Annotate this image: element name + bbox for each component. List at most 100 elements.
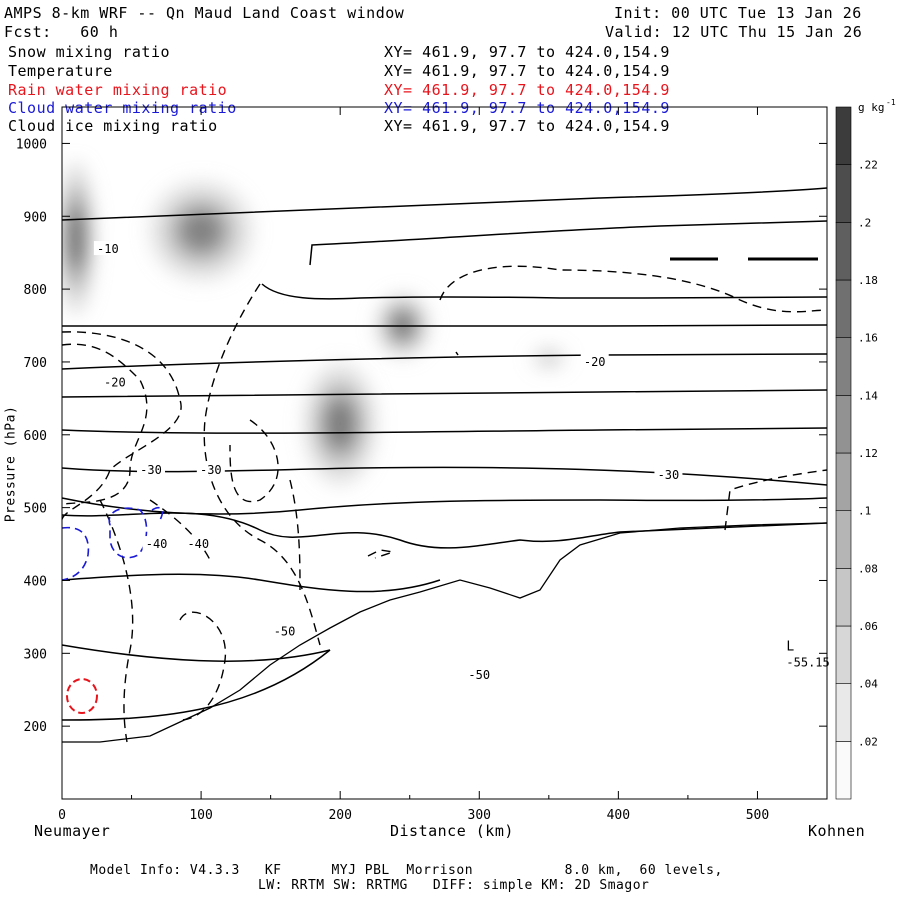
isotherm-label: -50 [468,668,490,682]
colorbar-level-label: .16 [858,332,878,345]
x-tick-label: 400 [607,808,630,823]
valid-time: Valid: 12 UTC Thu 15 Jan 26 [605,23,863,41]
colorbar-level-label: .04 [858,678,878,691]
isotherm-label-bg [580,353,609,368]
colorbar-level-label: .18 [858,274,878,287]
colorbar-unit-exponent: -1 [886,98,896,107]
cloud-ice-contours [61,265,828,743]
isotherm-label-bg [137,461,166,476]
field-name-rain: Rain water mixing ratio [8,81,228,99]
field-name-cloud-ice: Cloud ice mixing ratio [8,117,218,135]
init-time: Init: 00 UTC Tue 13 Jan 26 [614,4,862,22]
colorbar-box [835,452,852,511]
colorbar-box [835,222,852,281]
model-info-line2: LW: RRTM SW: RRTMG DIFF: simple KM: 2D S… [258,878,650,893]
colorbar-box [835,510,852,569]
rain-water-contour [66,678,98,714]
isotherm-label: -10 [97,242,119,256]
isotherm-label-bg [196,461,225,476]
low-center-label: L [786,639,794,654]
x-tick-label: 300 [468,808,491,823]
isotherm-label-bg [654,466,683,481]
isotherm-label-bg [270,623,299,638]
colorbar-level-label: .06 [858,620,878,633]
field-name-snow: Snow mixing ratio [8,43,171,61]
colorbar-level-label: .22 [858,159,878,172]
y-tick-label: 600 [24,429,47,444]
y-axis-label: Pressure (hPa) [3,405,19,523]
isotherm-label: -40 [187,537,209,551]
terrain-line [62,522,828,743]
colorbar-box [835,741,852,800]
field-xy-temperature: XY= 461.9, 97.7 to 424.0,154.9 [384,62,670,80]
colorbar-box [835,568,852,627]
isotherm-labels: -50 -50 -40 -40 -30 -30 -30 -20 -20 -10 L-55.15 [93,241,830,682]
isotherm-label: -40 [146,537,168,551]
snow-blob-core [67,205,85,271]
y-tick-label: 700 [24,356,47,371]
model-info-line1: Model Info: V4.3.3 KF MYJ PBL Morrison 8… [90,863,723,878]
chart-title: AMPS 8-km WRF -- Qn Maud Land Coast wind… [4,4,405,22]
x-endpoint-right: Kohnen [808,822,866,840]
colorbar: .02 .04 .06 .08 .1 .12 .14 .16 .18 .2 .22 g kg -1 [835,98,896,800]
y-tick-label: 400 [24,574,47,589]
colorbar-box [835,337,852,396]
y-tick-label: 200 [24,720,47,735]
isotherm-label: -30 [140,463,162,477]
colorbar-level-label: .2 [858,216,871,229]
isotherm-label: -20 [104,375,126,389]
snow-blob-core [178,209,224,253]
y-tick-label: 500 [24,502,47,517]
field-xy-cloud-ice: XY= 461.9, 97.7 to 424.0,154.9 [384,117,670,135]
snow-blob-2 [62,161,96,315]
x-endpoint-left: Neumayer [34,822,111,840]
axes: 0 100 200 300 400 500 200 300 400 500 600 700 800 900… [16,107,827,823]
forecast-hour: Fcst: 60 h [4,23,119,41]
plot-frame [61,106,828,800]
isotherm-label-bg [465,667,494,682]
colorbar-level-label: .02 [858,735,878,748]
colorbar-box [835,106,852,165]
field-xy-snow: XY= 461.9, 97.7 to 424.0,154.9 [384,43,670,61]
snow-blob-4 [527,343,570,373]
colorbar-box [835,625,852,684]
colorbar-level-label: .14 [858,389,878,402]
x-axis-label: Distance (km) [390,822,514,840]
isotherm-label: -30 [658,468,680,482]
snow-blob-core [324,397,356,450]
colorbar-level-label: .1 [858,505,871,518]
x-tick-label: 500 [746,808,769,823]
isotherm-label-bg [100,374,129,389]
isotherm-label: -20 [584,355,606,369]
colorbar-level-label: .08 [858,562,878,575]
colorbar-box [835,164,852,223]
snow-blob-core [540,352,558,365]
y-tick-label: 900 [24,210,47,225]
colorbar-box [835,279,852,338]
x-tick-label: 0 [58,808,66,823]
isotherm-label-bg [93,241,122,256]
y-tick-label: 1000 [16,137,47,152]
isotherm-label: -50 [274,624,296,638]
isotherm-label: -30 [200,463,222,477]
cloud-water-contours [61,506,164,581]
field-name-cloud-water: Cloud water mixing ratio [8,99,237,117]
y-tick-label: 300 [24,647,47,662]
colorbar-level-label: .12 [858,447,878,460]
colorbar-unit: g kg [858,101,885,114]
x-tick-label: 200 [328,808,351,823]
isotherm-label-bg [184,536,213,551]
snow-blob-0 [302,361,378,486]
low-center-value: -55.15 [786,655,829,669]
colorbar-box [835,395,852,454]
x-tick-label: 100 [189,808,212,823]
field-xy-cloud-water: XY= 461.9, 97.7 to 424.0,154.9 [384,99,670,117]
y-tick-label: 800 [24,283,47,298]
field-name-temperature: Temperature [8,62,113,80]
field-xy-rain: XY= 461.9, 97.7 to 424.0,154.9 [384,81,670,99]
isotherm-label-bg [142,536,171,551]
snow-blob-3 [148,179,254,282]
snow-mixing-ratio-shading [62,161,570,486]
colorbar-box [835,683,852,742]
